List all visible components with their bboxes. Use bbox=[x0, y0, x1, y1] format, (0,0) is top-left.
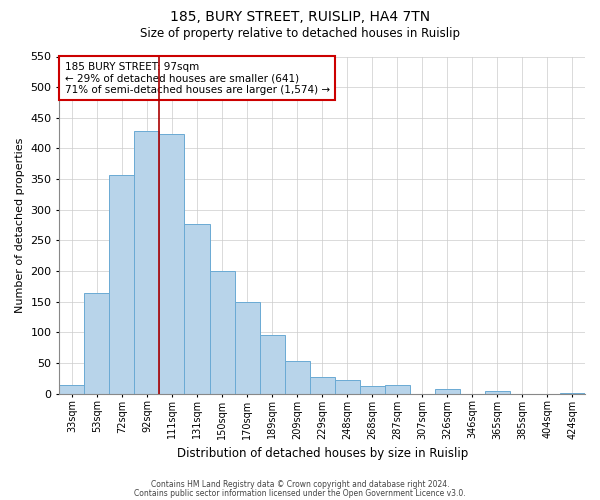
Text: 185 BURY STREET: 97sqm
← 29% of detached houses are smaller (641)
71% of semi-de: 185 BURY STREET: 97sqm ← 29% of detached… bbox=[65, 62, 330, 95]
Bar bbox=[435, 389, 460, 394]
Bar bbox=[560, 392, 585, 394]
Text: Contains HM Land Registry data © Crown copyright and database right 2024.: Contains HM Land Registry data © Crown c… bbox=[151, 480, 449, 489]
Bar bbox=[360, 386, 385, 394]
Bar bbox=[335, 380, 360, 394]
Bar bbox=[310, 376, 335, 394]
Bar bbox=[235, 302, 260, 394]
Bar bbox=[59, 384, 85, 394]
Bar bbox=[284, 360, 310, 394]
Bar bbox=[260, 335, 284, 394]
Bar bbox=[209, 271, 235, 394]
Bar bbox=[160, 134, 184, 394]
Text: Contains public sector information licensed under the Open Government Licence v3: Contains public sector information licen… bbox=[134, 488, 466, 498]
Text: 185, BURY STREET, RUISLIP, HA4 7TN: 185, BURY STREET, RUISLIP, HA4 7TN bbox=[170, 10, 430, 24]
Bar bbox=[109, 175, 134, 394]
Bar bbox=[184, 224, 209, 394]
Y-axis label: Number of detached properties: Number of detached properties bbox=[15, 138, 25, 313]
Text: Size of property relative to detached houses in Ruislip: Size of property relative to detached ho… bbox=[140, 28, 460, 40]
Bar bbox=[485, 390, 510, 394]
Bar bbox=[385, 384, 410, 394]
X-axis label: Distribution of detached houses by size in Ruislip: Distribution of detached houses by size … bbox=[176, 447, 468, 460]
Bar bbox=[85, 292, 109, 394]
Bar bbox=[134, 132, 160, 394]
